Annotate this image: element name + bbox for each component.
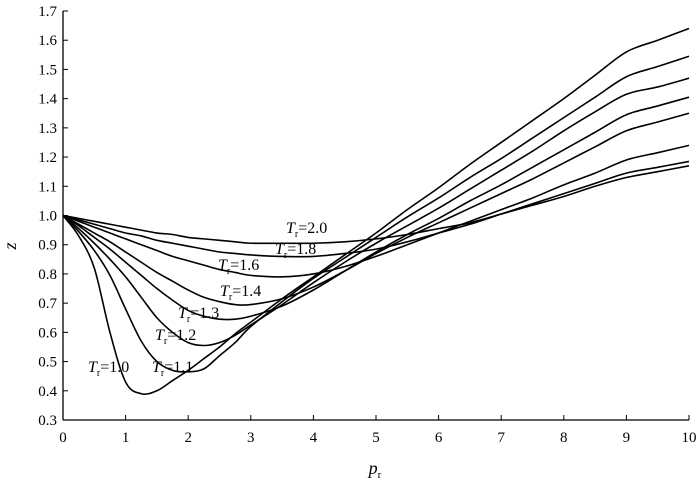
x-tick-label: 6	[435, 430, 443, 446]
x-tick-label: 2	[184, 430, 192, 446]
curve-tr-2-0	[62, 165, 690, 245]
x-tick-label: 10	[682, 430, 697, 446]
x-tick-label: 9	[623, 430, 631, 446]
curve-label: Tr=1.1	[152, 359, 193, 379]
y-tick-label: 0.6	[38, 325, 57, 341]
y-tick-label: 0.9	[38, 238, 57, 254]
y-tick-label: 0.3	[38, 413, 57, 429]
curve-tr-1-4	[62, 112, 690, 306]
curve-tr-1-2	[62, 77, 690, 347]
y-tick-label: 1.2	[38, 150, 57, 166]
x-tick-label: 8	[560, 430, 568, 446]
curve-tr-1-6	[62, 144, 690, 278]
curve-label: Tr=1.4	[220, 283, 261, 303]
axes: 0.3 0.4 0.5 0.6 0.7 0.8 0.9 1.0 1.1 1.2 1.3 1.4 1.5 1…	[38, 4, 696, 446]
y-tick-label: 1.6	[38, 33, 57, 49]
x-tick-label: 0	[59, 430, 67, 446]
y-tick-label: 0.5	[38, 355, 57, 371]
y-tick-label: 0.7	[38, 296, 57, 312]
y-tick-label: 1.4	[38, 92, 57, 108]
y-tick-label: 1.1	[38, 179, 57, 195]
curves	[62, 27, 690, 395]
curve-label: Tr=2.0	[286, 220, 327, 240]
curve-label: Tr=1.2	[155, 327, 196, 347]
curve-labels: Tr=1.0 Tr=1.1 Tr=1.2Tr=1.3Tr=1.4 Tr=1.6 Tr=1…	[88, 220, 327, 379]
curve-tr-1-3	[62, 96, 690, 321]
x-tick-label: 4	[310, 430, 318, 446]
y-tick-label: 1.0	[38, 209, 57, 225]
x-tick-label: 3	[247, 430, 255, 446]
curve-label: Tr=1.0	[88, 359, 129, 379]
y-tick-label: 0.4	[38, 384, 57, 400]
x-tick-label: 1	[122, 430, 130, 446]
curve-tr-1-1	[62, 55, 690, 373]
x-tick-label: 5	[372, 430, 380, 446]
y-axis-title: z	[0, 242, 20, 250]
y-tick-label: 1.7	[38, 4, 57, 20]
y-tick-label: 0.8	[38, 267, 57, 283]
x-tick-label: 7	[497, 430, 505, 446]
curve-label: Tr=1.6	[218, 257, 259, 277]
curve-label: Tr=1.3	[178, 305, 219, 325]
x-axis-title: pr	[367, 458, 382, 481]
y-tick-label: 1.5	[38, 62, 57, 78]
curve-label: Tr=1.8	[275, 241, 316, 261]
curve-tr-1-8	[62, 160, 690, 258]
y-tick-label: 1.3	[38, 121, 57, 137]
